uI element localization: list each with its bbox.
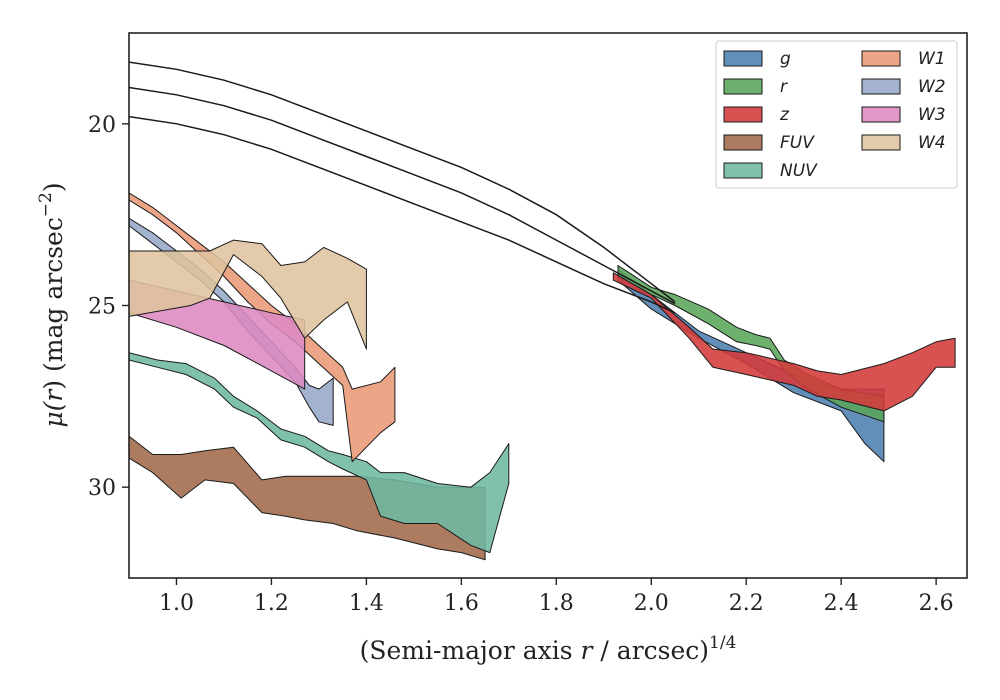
legend-label-z: z <box>779 105 790 125</box>
legend-label-FUV: FUV <box>780 133 815 153</box>
legend-swatch-W3 <box>861 106 901 123</box>
y-tick-label: 20 <box>88 113 116 138</box>
x-tick-label: 1.6 <box>444 591 479 616</box>
legend-label-W1: W1 <box>918 49 946 69</box>
y-axis: 20 25 30 <box>88 113 129 501</box>
legend-box <box>715 40 958 189</box>
legend-swatch-W4 <box>861 134 901 151</box>
legend-label-W2: W2 <box>918 77 946 97</box>
x-axis: 1.0 1.2 1.4 1.6 1.8 2.0 2.2 2.4 2.6 <box>159 578 954 616</box>
band-z <box>612 272 956 412</box>
band-NUV <box>129 352 510 554</box>
legend-swatch-z <box>723 106 763 123</box>
band-W4 <box>129 239 367 350</box>
plot-area <box>129 192 956 561</box>
legend-label-W3: W3 <box>918 105 946 125</box>
legend-label-NUV: NUV <box>780 161 818 181</box>
x-tick-label: 2.2 <box>729 591 764 616</box>
model-curve-1 <box>129 61 676 303</box>
legend-swatch-W1 <box>861 50 901 67</box>
legend-swatch-r <box>723 78 763 95</box>
legend-swatch-FUV <box>723 134 763 151</box>
x-tick-label: 1.0 <box>159 591 194 616</box>
x-tick-label: 1.4 <box>349 591 384 616</box>
x-tick-label: 1.8 <box>539 591 574 616</box>
model-curve-2 <box>129 86 676 305</box>
model-curve-3 <box>129 115 676 314</box>
x-axis-title: (Semi-major axis r / arcsec)1/4 <box>360 633 737 665</box>
legend-swatch-W2 <box>861 78 901 95</box>
x-tick-label: 2.6 <box>919 591 954 616</box>
legend-label-g: g <box>780 49 791 69</box>
x-tick-label: 2.0 <box>634 591 669 616</box>
y-tick-label: 30 <box>88 476 116 501</box>
y-tick-label: 25 <box>88 295 116 320</box>
model-curves <box>129 61 676 314</box>
legend: grz FUV NUV W1 W2 W3 W4 <box>715 40 958 189</box>
legend-swatch-NUV <box>723 162 763 179</box>
legend-label-W4: W4 <box>918 133 946 153</box>
y-axis-title: μ(r) (mag arcsec−2) <box>36 182 68 427</box>
legend-label-r: r <box>780 77 788 97</box>
band-FUV <box>129 435 486 561</box>
x-tick-label: 2.4 <box>824 591 859 616</box>
legend-swatch-g <box>723 50 763 67</box>
x-tick-label: 1.2 <box>254 591 289 616</box>
